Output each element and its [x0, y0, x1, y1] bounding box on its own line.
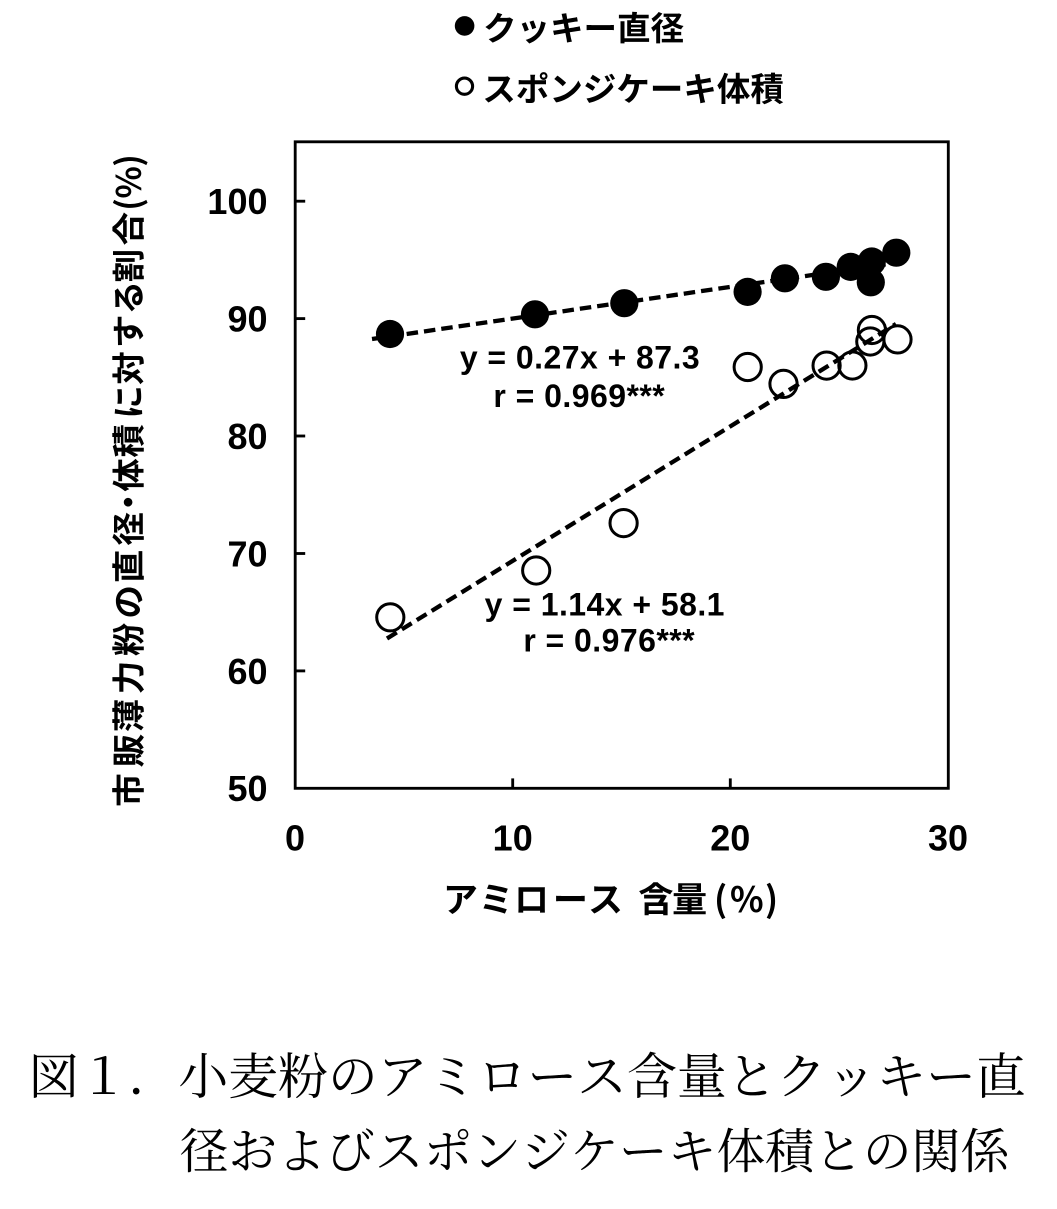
svg-text:90: 90 — [227, 299, 267, 340]
svg-text:60: 60 — [227, 651, 267, 692]
svg-text:100: 100 — [207, 181, 267, 222]
svg-text:20: 20 — [710, 818, 750, 859]
svg-text:80: 80 — [227, 416, 267, 457]
svg-text:10: 10 — [493, 818, 533, 859]
svg-text:y = 1.14x + 58.1: y = 1.14x + 58.1 — [485, 587, 725, 623]
svg-text:50: 50 — [227, 768, 267, 809]
svg-text:70: 70 — [227, 533, 267, 574]
svg-text:0: 0 — [285, 818, 305, 859]
svg-text:30: 30 — [928, 818, 968, 859]
svg-text:r = 0.969***: r = 0.969*** — [493, 378, 665, 414]
svg-text:y = 0.27x + 87.3: y = 0.27x + 87.3 — [460, 339, 700, 375]
svg-text:r = 0.976***: r = 0.976*** — [523, 623, 695, 659]
